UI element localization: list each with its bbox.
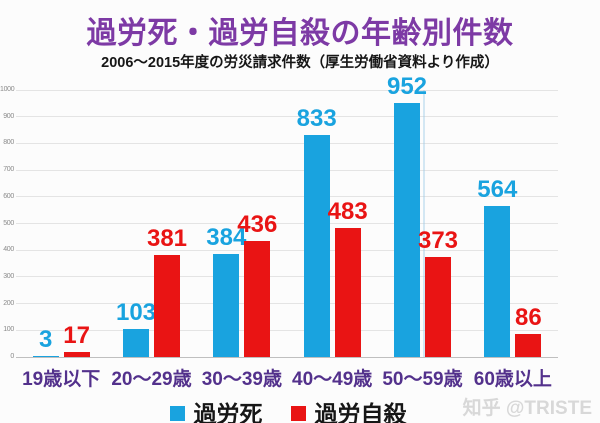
y-axis-tick-label: 200 <box>3 299 14 307</box>
legend-label: 過労死 <box>193 401 263 423</box>
gridline <box>16 116 558 118</box>
y-axis-tick-label: 100 <box>3 326 14 334</box>
y-axis-tick-label: 300 <box>3 272 14 280</box>
bar <box>213 254 240 357</box>
gridline <box>16 196 558 198</box>
bar-value-label: 3 <box>38 326 53 353</box>
bar <box>425 257 451 357</box>
x-category-label: 50～59歳 <box>382 369 463 390</box>
bar <box>154 255 180 357</box>
page-title: 過労死・過労自殺の年齢別件数 <box>86 17 514 50</box>
y-axis-tick-label: 900 <box>3 112 14 120</box>
legend-swatch <box>290 405 306 421</box>
bar-value-label: 952 <box>386 73 428 100</box>
bar-value-label: 381 <box>146 225 188 252</box>
bar-value-label: 564 <box>477 176 518 203</box>
bar-value-label: 373 <box>417 227 459 254</box>
gridline <box>16 89 558 91</box>
gridline <box>16 142 558 144</box>
bar <box>484 206 511 357</box>
gridline <box>16 249 558 251</box>
y-axis-tick-label: 600 <box>3 192 14 200</box>
y-axis-tick-label: 700 <box>3 166 14 174</box>
x-category-label: 19歳以下 <box>22 369 101 390</box>
bar-value-label: 384 <box>206 224 247 251</box>
gridline <box>16 303 558 305</box>
y-axis-tick-label: 400 <box>3 246 14 254</box>
bar <box>394 103 420 357</box>
watermark: 知乎 @TRISTE <box>462 398 592 419</box>
y-axis-tick-label: 500 <box>3 219 14 227</box>
legend-label: 過労自殺 <box>314 401 407 423</box>
x-category-label: 60歳以上 <box>473 369 552 390</box>
gridline <box>16 276 558 278</box>
bar-value-label: 483 <box>327 198 368 225</box>
gridline <box>16 223 558 224</box>
bar <box>303 135 330 357</box>
bar <box>32 356 59 357</box>
y-axis-tick-label: 0 <box>10 353 14 360</box>
bar-value-label: 436 <box>237 211 278 238</box>
chart-subtitle: 2006～2015年度の労災請求件数（厚生労働省資料より作成） <box>101 55 499 71</box>
bar <box>244 241 271 357</box>
gridline <box>16 356 558 358</box>
legend: 過労死 過労自殺 <box>0 395 576 423</box>
bar-value-label: 103 <box>115 299 157 326</box>
legend-item: 過労死 <box>169 395 263 423</box>
legend-swatch <box>169 405 185 421</box>
x-category-label: 30～39歳 <box>201 369 282 390</box>
bar-value-label: 86 <box>514 304 542 331</box>
y-axis-tick-label: 1000 <box>0 86 15 93</box>
legend-item: 過労自殺 <box>290 395 407 423</box>
bar-value-label: 17 <box>63 322 90 349</box>
vertical-seam-line <box>423 90 425 357</box>
y-axis-tick-label: 800 <box>3 139 14 147</box>
bar <box>63 352 90 357</box>
x-category-label: 20～29歳 <box>111 369 192 390</box>
gridline <box>16 329 558 331</box>
bar-value-label: 833 <box>296 105 337 132</box>
bar <box>515 334 542 357</box>
gridline <box>16 169 558 171</box>
bar <box>334 228 361 357</box>
x-category-label: 40～49歳 <box>292 369 373 390</box>
bar <box>123 329 149 357</box>
